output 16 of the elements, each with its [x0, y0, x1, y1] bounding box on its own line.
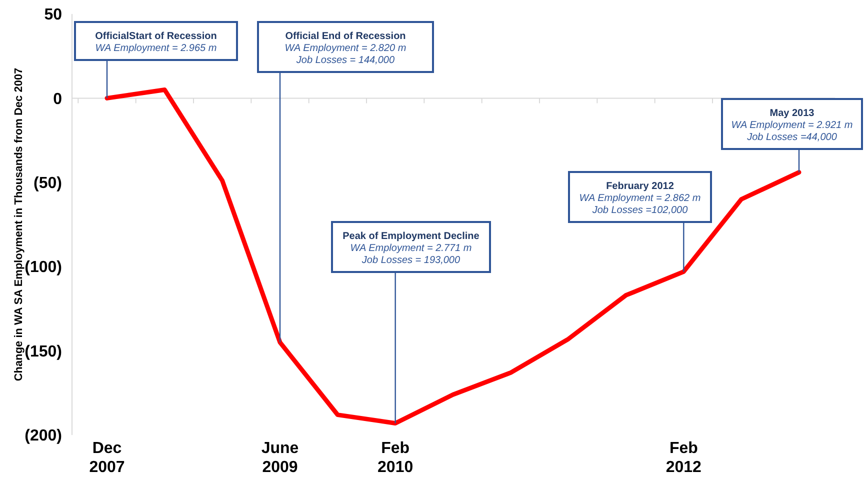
- annotation: February 2012 WA Employment = 2.862 m Job Losses =102,000: [579, 181, 701, 216]
- x-tick-label: June 2009: [261, 440, 299, 476]
- y-tick-label: (150): [24, 343, 62, 360]
- annotation: May 2013 WA Employment = 2.921 m Job Losses =44,000: [731, 108, 853, 143]
- y-tick-label: 50: [44, 6, 62, 24]
- y-tick-label: (200): [24, 428, 62, 445]
- x-tick-label: Feb 2010: [378, 440, 414, 476]
- y-tick-label: (100): [24, 259, 62, 276]
- annotation: OfficialStart of Recession WA Employment = 2.965 m: [95, 31, 217, 54]
- x-tick-label: Dec 2007: [89, 440, 125, 476]
- x-tick-label: Feb 2012: [666, 440, 702, 476]
- annotation: Official End of Recession WA Employment = 2.820 m Job Losses = 144,000: [284, 31, 406, 66]
- y-tick-label: 0: [53, 90, 62, 108]
- y-axis-title: Change in WA SA Employment in Thousands from Dec 2007: [13, 68, 25, 382]
- y-tick-label: (50): [34, 175, 62, 192]
- annotation: Peak of Employment Decline WA Employment = 2.771 m Job Losses = 193,000: [342, 231, 480, 266]
